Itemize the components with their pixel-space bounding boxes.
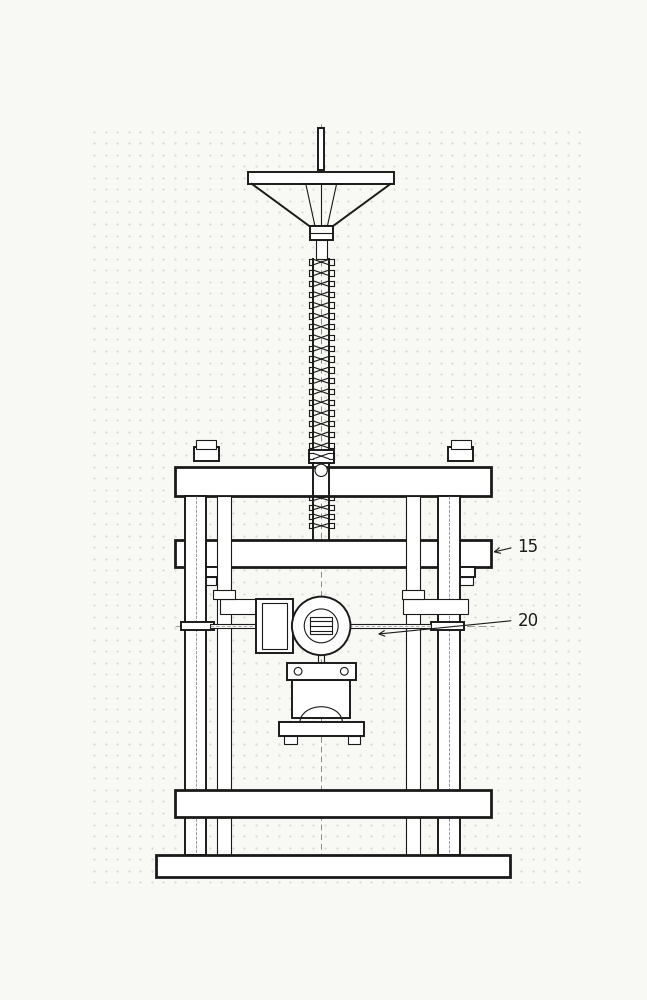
- Bar: [197, 440, 217, 449]
- Bar: [438, 496, 460, 855]
- Circle shape: [304, 609, 338, 643]
- Bar: [284, 736, 296, 744]
- Bar: [221, 599, 286, 614]
- Bar: [197, 577, 217, 585]
- Bar: [279, 722, 364, 736]
- Bar: [309, 450, 333, 463]
- Circle shape: [292, 597, 351, 655]
- Text: 20: 20: [518, 611, 539, 630]
- Bar: [316, 240, 327, 259]
- Bar: [448, 447, 473, 461]
- Bar: [248, 172, 394, 184]
- Bar: [175, 466, 490, 496]
- Circle shape: [340, 667, 348, 675]
- Bar: [311, 617, 332, 634]
- Bar: [214, 590, 235, 599]
- Circle shape: [294, 667, 302, 675]
- Bar: [181, 622, 214, 630]
- Bar: [310, 226, 333, 240]
- Bar: [175, 540, 490, 567]
- Bar: [194, 447, 219, 461]
- Bar: [256, 599, 292, 653]
- Bar: [217, 496, 231, 855]
- Bar: [450, 567, 475, 577]
- Bar: [318, 128, 324, 170]
- Bar: [156, 855, 510, 877]
- Bar: [292, 680, 351, 718]
- Text: 15: 15: [518, 538, 539, 556]
- Bar: [453, 577, 473, 585]
- Bar: [406, 496, 420, 855]
- Bar: [348, 736, 360, 744]
- Bar: [185, 496, 206, 855]
- Circle shape: [315, 464, 327, 477]
- Bar: [210, 624, 430, 628]
- Bar: [403, 599, 468, 614]
- Bar: [430, 622, 464, 630]
- Bar: [450, 440, 470, 449]
- Bar: [175, 790, 490, 817]
- Bar: [262, 603, 287, 649]
- Bar: [402, 590, 424, 599]
- Bar: [287, 663, 356, 680]
- Bar: [194, 567, 219, 577]
